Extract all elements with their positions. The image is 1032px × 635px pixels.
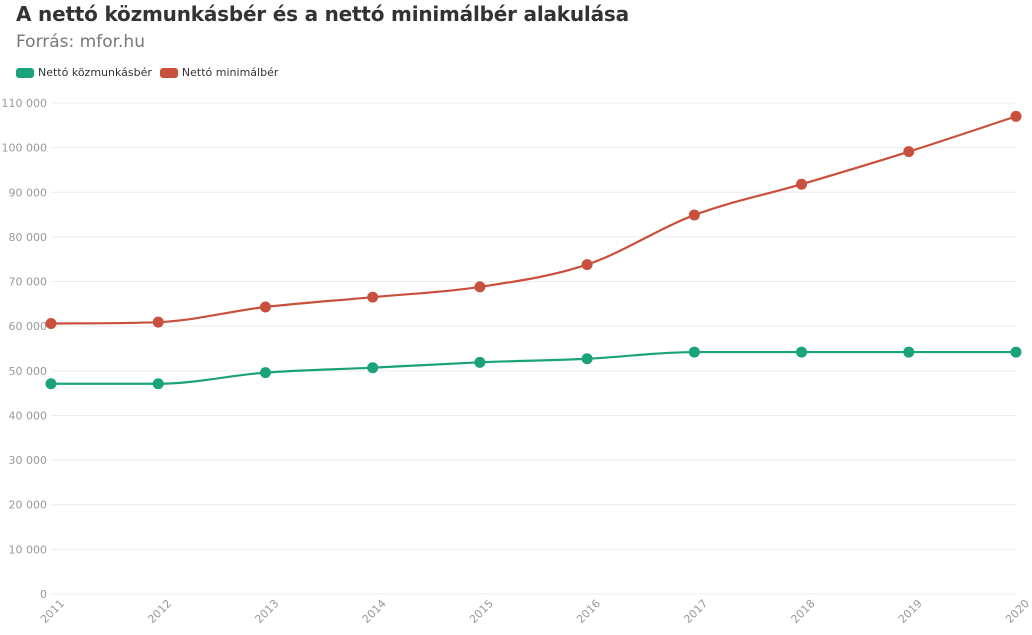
data-point-series-1 [152,378,164,390]
legend-label-series-2: Nettó minimálbér [181,66,279,79]
data-point-series-2 [1010,110,1022,122]
data-point-series-2 [259,301,271,313]
chart-subtitle: Forrás: mfor.hu [16,32,145,52]
y-tick-label: 50 000 [9,365,48,378]
data-point-series-1 [259,367,271,379]
y-tick-label: 30 000 [9,454,48,467]
legend: Nettó közmunkásbér Nettó minimálbér [16,66,278,79]
y-tick-label: 80 000 [9,231,48,244]
data-point-series-2 [152,316,164,328]
y-tick-label: 70 000 [9,276,48,289]
y-tick-label: 20 000 [9,499,48,512]
data-point-series-1 [45,378,57,390]
legend-label-series-1: Nettó közmunkásbér [38,66,152,79]
data-point-series-1 [367,362,379,374]
chart-title: A nettó közmunkásbér és a nettó minimálb… [16,2,629,26]
x-tick-label: 2018 [789,597,818,626]
y-tick-label: 100 000 [2,142,48,155]
data-point-series-2 [581,259,593,271]
data-point-series-2 [903,146,915,158]
x-tick-label: 2013 [252,597,281,626]
y-tick-label: 0 [40,588,47,601]
data-point-series-1 [796,346,808,358]
legend-item-series-1[interactable]: Nettó közmunkásbér [16,66,152,79]
legend-swatch-series-1 [16,67,34,78]
x-tick-label: 2015 [467,597,496,626]
data-point-series-2 [688,209,700,221]
x-tick-label: 2011 [38,597,67,626]
x-tick-label: 2020 [1003,597,1032,626]
series-line-2 [50,115,1017,325]
data-point-series-2 [474,281,486,293]
x-tick-label: 2017 [681,597,710,626]
legend-swatch-series-2 [159,67,178,78]
series-line-1 [51,350,1016,385]
x-tick-label: 2016 [574,597,603,626]
x-tick-label: 2019 [896,597,925,626]
data-point-series-1 [474,356,486,368]
x-tick-label: 2014 [360,597,389,626]
y-tick-label: 40 000 [9,409,48,422]
data-point-series-1 [1010,346,1022,358]
y-tick-label: 60 000 [9,320,48,333]
data-point-series-2 [45,318,57,330]
data-point-series-1 [903,346,915,358]
y-tick-label: 110 000 [2,97,48,110]
x-tick-label: 2012 [145,597,174,626]
data-point-series-2 [367,291,379,303]
data-point-series-2 [796,178,808,190]
y-tick-label: 90 000 [9,186,48,199]
y-tick-label: 10 000 [9,543,48,556]
data-point-series-1 [581,353,593,365]
data-point-series-1 [688,346,700,358]
legend-item-series-2[interactable]: Nettó minimálbér [159,66,279,79]
